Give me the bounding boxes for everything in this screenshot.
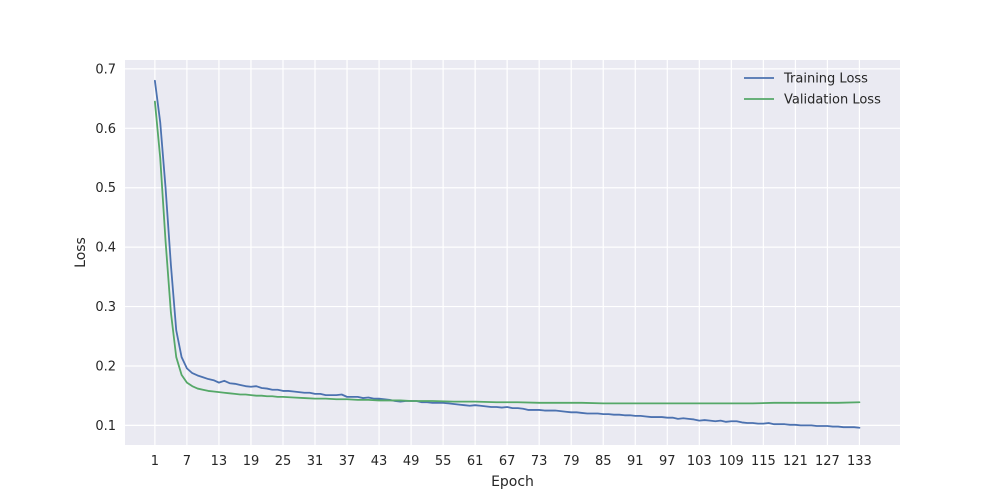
grid <box>125 60 900 445</box>
x-tick-label: 7 <box>183 454 191 469</box>
x-tick-label: 67 <box>499 454 516 469</box>
series-line-training-loss <box>153 79 861 429</box>
x-tick-label: 37 <box>339 454 356 469</box>
x-tick-label: 31 <box>307 454 324 469</box>
y-tick-label: 0.4 <box>95 241 116 256</box>
y-tick-label: 0.7 <box>95 62 116 77</box>
legend-label-training-loss: Training Loss <box>783 72 868 87</box>
y-tick-label: 0.3 <box>95 300 116 315</box>
x-tick-label: 133 <box>847 454 872 469</box>
x-tick-label: 61 <box>467 454 484 469</box>
x-tick-label: 55 <box>435 454 452 469</box>
x-tick-label: 97 <box>659 454 676 469</box>
y-tick-label: 0.6 <box>95 122 116 137</box>
x-tick-label: 121 <box>783 454 808 469</box>
x-axis-label: Epoch <box>491 474 534 490</box>
legend-label-validation-loss: Validation Loss <box>784 93 881 108</box>
y-tick-label: 0.1 <box>95 419 116 434</box>
x-tick-label: 85 <box>595 454 612 469</box>
x-tick-label: 79 <box>563 454 580 469</box>
x-tick-label: 13 <box>211 454 228 469</box>
x-axis-ticks: 1 7 13 19 25 31 37 43 49 55 61 67 73 79 85 91 97 103 109 11… <box>151 454 872 469</box>
x-tick-label: 1 <box>151 454 159 469</box>
x-tick-label: 43 <box>371 454 388 469</box>
x-tick-label: 127 <box>815 454 840 469</box>
y-tick-label: 0.5 <box>95 181 116 196</box>
x-tick-label: 73 <box>531 454 548 469</box>
x-tick-label: 91 <box>627 454 644 469</box>
legend: Training Loss Validation Loss <box>744 72 881 108</box>
y-axis-label: Loss <box>73 237 89 268</box>
series-line-validation-loss <box>153 100 861 405</box>
series-lines <box>153 79 861 429</box>
x-tick-label: 25 <box>275 454 292 469</box>
y-axis-ticks: 0.1 0.2 0.3 0.4 0.5 0.6 0.7 <box>95 62 116 433</box>
x-tick-label: 19 <box>243 454 260 469</box>
x-tick-label: 49 <box>403 454 420 469</box>
x-tick-label: 103 <box>687 454 712 469</box>
x-tick-label: 109 <box>719 454 744 469</box>
y-tick-label: 0.2 <box>95 359 116 374</box>
plot-background <box>125 60 900 445</box>
x-tick-label: 115 <box>751 454 776 469</box>
